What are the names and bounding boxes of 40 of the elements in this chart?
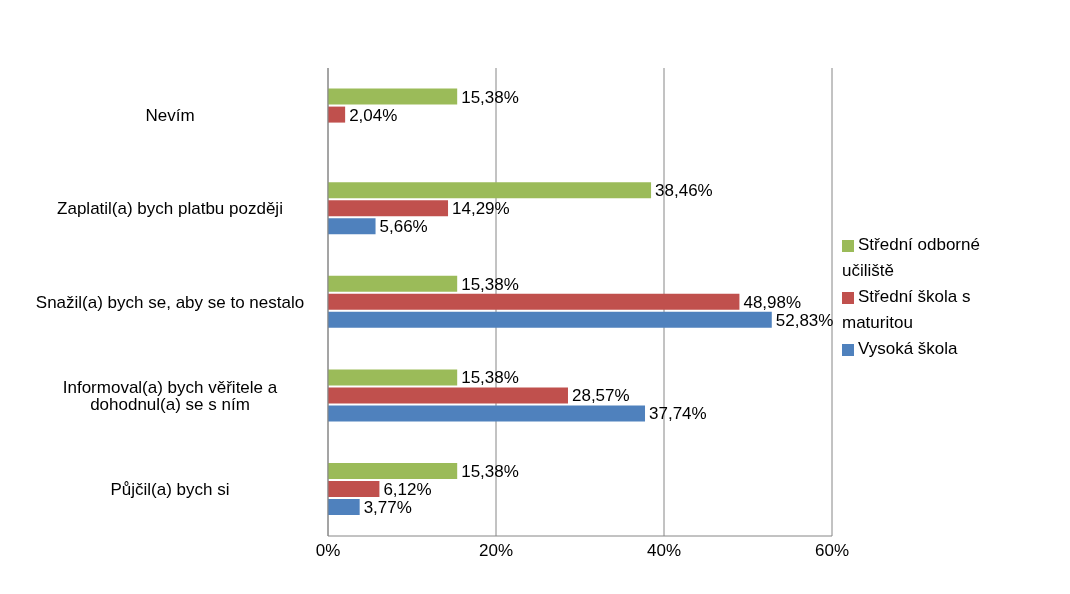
bar xyxy=(328,106,346,123)
bar xyxy=(328,480,380,497)
bar xyxy=(328,311,772,328)
legend-label: Střední odborné učiliště xyxy=(842,235,980,280)
bar xyxy=(328,369,458,386)
y-tick-label: Informoval(a) bych věřitele a dohodnul(a) se s ním xyxy=(62,378,278,415)
data-label: 15,38% xyxy=(461,368,519,388)
bar xyxy=(328,293,740,310)
bar xyxy=(328,182,652,199)
data-label: 2,04% xyxy=(349,105,398,125)
data-label: 28,57% xyxy=(571,386,630,406)
bar xyxy=(328,387,568,404)
x-tick-label: 20% xyxy=(478,541,514,561)
bar xyxy=(328,200,449,217)
data-label: 38,46% xyxy=(655,181,713,201)
data-label: 15,38% xyxy=(461,87,519,107)
bar xyxy=(328,88,458,105)
data-label: 3,77% xyxy=(363,497,412,517)
y-tick-label: Zaplatil(a) bych platbu později xyxy=(57,199,283,219)
data-label: 5,66% xyxy=(379,217,428,237)
data-label: 52,83% xyxy=(775,310,834,330)
legend-label: Střední škola s maturitou xyxy=(842,287,971,332)
bar xyxy=(328,498,360,515)
x-tick-label: 60% xyxy=(814,541,850,561)
bar xyxy=(328,405,646,422)
y-tick-label: Půjčil(a) bych si xyxy=(110,480,230,500)
data-label: 37,74% xyxy=(649,404,707,424)
bar xyxy=(328,462,458,479)
bar xyxy=(328,218,376,235)
data-label: 48,98% xyxy=(743,292,802,312)
data-label: 14,29% xyxy=(452,199,510,219)
bar xyxy=(328,275,458,292)
data-label: 15,38% xyxy=(461,461,519,481)
data-label: 15,38% xyxy=(461,274,519,294)
x-tick-label: 0% xyxy=(315,541,341,561)
data-label: 6,12% xyxy=(383,479,432,499)
x-tick-label: 40% xyxy=(646,541,682,561)
legend-label: Vysoká škola xyxy=(858,339,958,358)
y-tick-label: Nevím xyxy=(145,105,195,125)
y-tick-label: Snažil(a) bych se, aby se to nestalo xyxy=(35,293,305,313)
